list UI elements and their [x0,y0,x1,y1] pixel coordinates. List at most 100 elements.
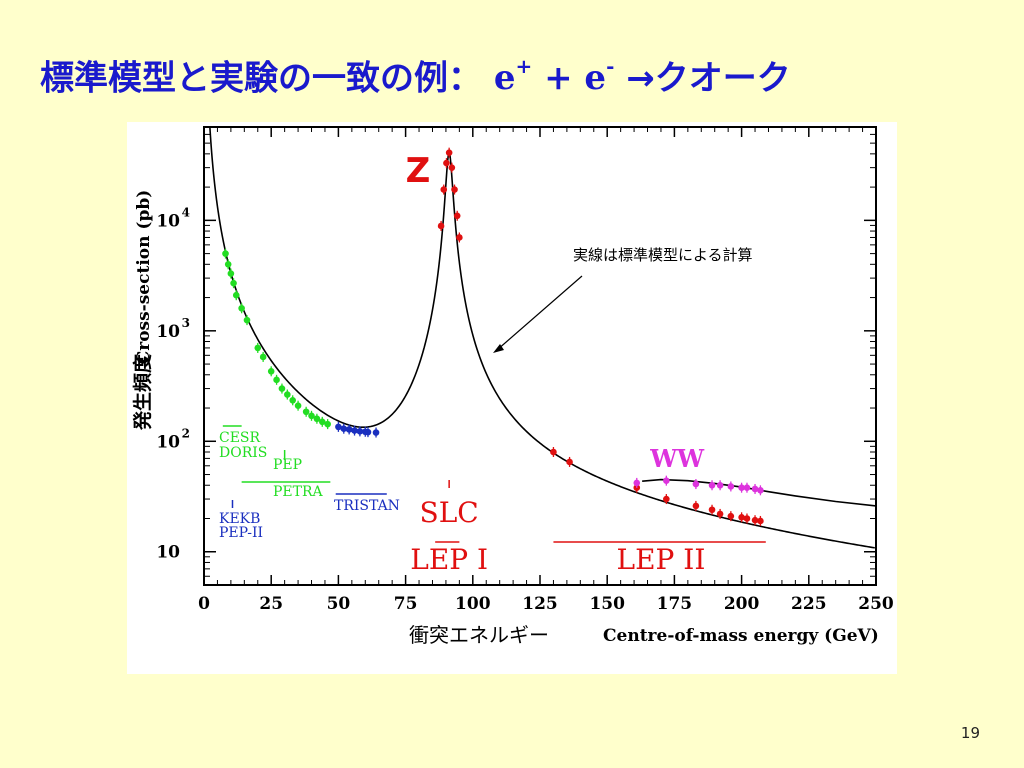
data-point [238,304,245,312]
data-point [451,186,458,193]
data-point [445,149,453,156]
data-point [227,270,235,277]
x-tick-label: 125 [522,594,558,614]
doris-label: DORIS [219,445,267,461]
data-point [243,316,251,324]
data-point [267,368,275,375]
x-tick-label: 225 [791,594,827,614]
title-positron-sign: + [515,54,533,78]
x-tick-label: 75 [394,594,418,614]
tristan-label: TRISTAN [334,498,400,514]
cesr-label: CESR [219,430,261,446]
data-point [716,481,724,489]
title-electron: e [493,58,516,99]
page-number: 19 [960,724,980,742]
data-point [663,477,670,484]
title-electron-sign: - [606,54,615,78]
data-point [254,344,262,352]
x-tick-label: 100 [455,594,491,614]
data-point [440,186,448,193]
x-axis-label-ja: 衝突エネルギー [409,623,549,647]
data-point [372,429,380,436]
petra-label: PETRA [273,484,324,500]
data-point [566,458,573,466]
y-tick-label: 10 [156,543,180,563]
y-tick-label: 10 [156,322,180,342]
curve-annotation: 実線は標準模型による計算 [573,246,753,264]
data-point [308,412,315,420]
data-point [230,279,237,287]
data-point [708,506,716,514]
data-point [224,261,232,268]
x-tick-label: 250 [858,594,894,614]
data-point [692,502,700,510]
data-point [738,514,745,521]
data-point [727,512,735,520]
data-point [453,212,461,220]
data-point [289,396,297,404]
data-point [324,420,331,428]
data-point [356,428,364,435]
data-point [743,515,751,522]
y-axis-label: Cross-section (pb) [134,190,154,365]
pep-label: PEP [273,457,302,473]
y-tick-exponent: 3 [182,316,190,330]
data-point [313,415,321,423]
data-point [738,484,745,492]
data-point [278,385,286,392]
data-point [273,376,280,384]
y-tick-exponent: 4 [182,205,190,219]
annotation-arrow-head [493,344,504,353]
data-point [751,516,759,524]
data-point [708,481,716,489]
data-point [550,448,557,456]
plot-frame [203,126,877,586]
figure-panel: 0 25 50 75 100 125 150 175 200 225 250 10 10 2 10 3 10 4 C… [127,122,897,674]
data-point [443,159,450,167]
y-axis-label-ja: 発生頻度 [131,353,154,431]
x-tick-label: 200 [724,594,760,614]
slc-label: SLC [420,496,479,529]
title-arrow-product: →クオーク [614,58,791,99]
data-point [351,427,358,434]
title-electron-2: e [584,58,607,99]
data-point [335,423,342,431]
lep2-label: LEP II [617,543,706,576]
data-point [294,402,302,409]
data-point [663,495,670,503]
data-point [757,486,764,494]
y-tick-label: 10 [156,211,180,231]
data-point [727,483,735,490]
data-point [448,164,456,171]
data-point [302,408,310,416]
data-point [716,510,724,518]
data-point [340,425,348,432]
x-tick-label: 25 [259,594,283,614]
title-plus: + [532,58,585,99]
data-point [757,517,764,525]
data-point [259,353,267,361]
z-peak-label: Z [406,151,431,191]
data-point [437,222,445,230]
data-point [318,418,326,426]
data-point [743,484,751,492]
lep1-label: LEP I [410,543,488,576]
data-point [232,291,240,299]
data-point [284,391,291,398]
slide-title: 標準模型と実験の一致の例： e+ + e- →クオーク [40,40,1000,100]
x-tick-label: 175 [657,594,693,614]
data-point [751,485,759,493]
y-tick-label: 10 [156,432,180,452]
annotation-arrow-line [496,275,583,351]
y-tick-exponent: 2 [182,426,190,440]
x-tick-label: 50 [327,594,351,614]
ww-label: WW [649,444,705,473]
data-point [633,479,641,487]
x-tick-label: 0 [198,594,210,614]
pep2-label: PEP-II [219,525,263,541]
title-main: 標準模型と実験の一致の例： [40,58,482,99]
data-point [364,428,372,436]
data-point [456,234,463,241]
data-point [692,480,700,488]
